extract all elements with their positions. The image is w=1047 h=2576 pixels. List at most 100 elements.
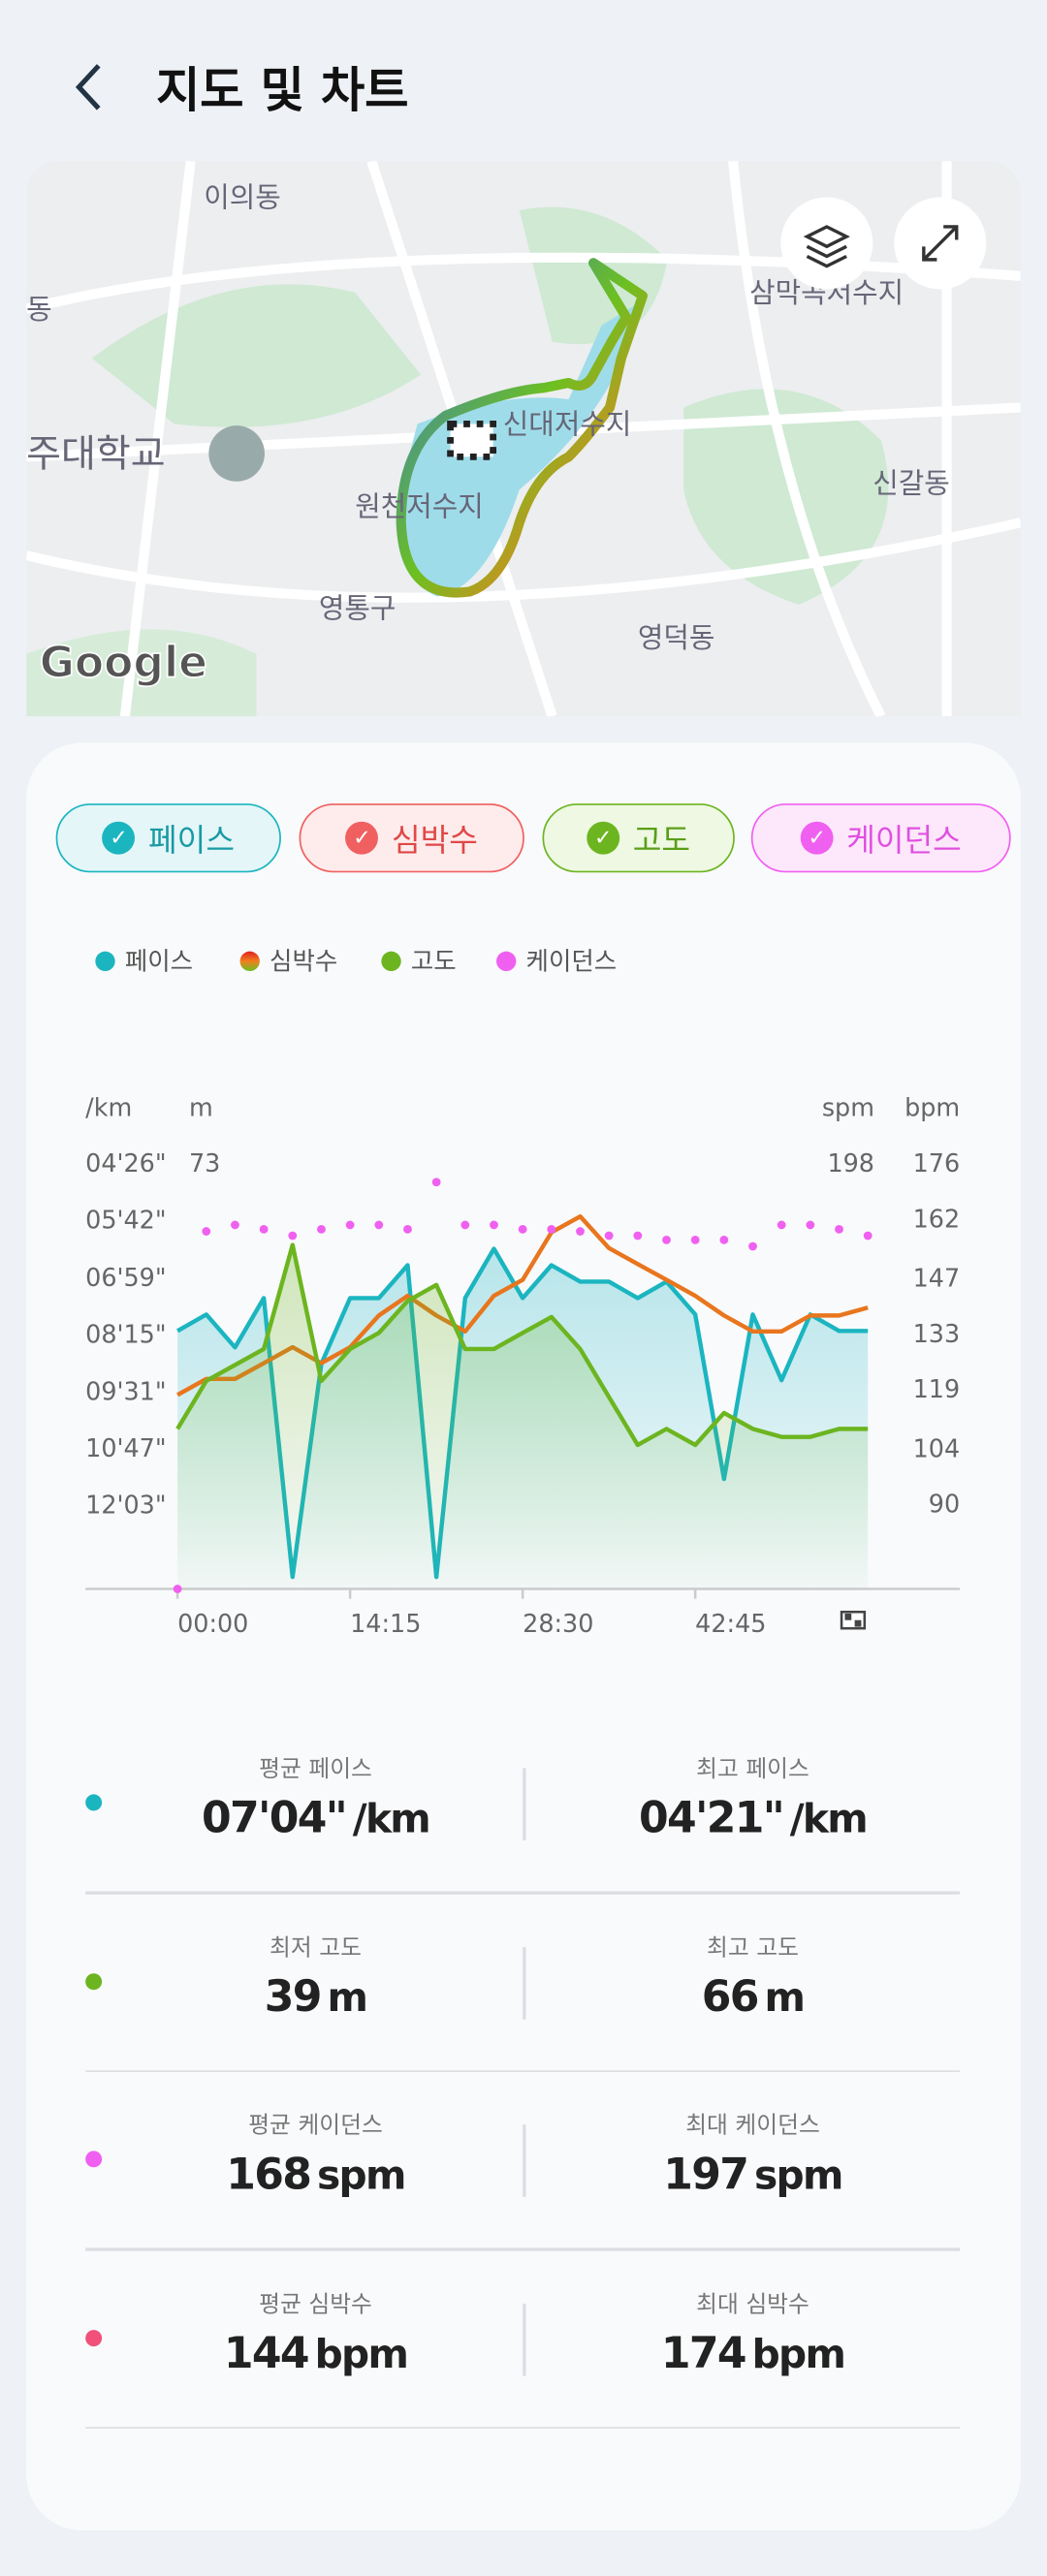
cadence-point	[288, 1231, 298, 1241]
stat-number: 174	[660, 2329, 747, 2379]
divider	[523, 1946, 525, 2019]
series-area	[177, 1244, 869, 1589]
map-attribution: Google	[40, 639, 207, 688]
stat: 최저 고도 39 m	[118, 1930, 513, 2022]
filter-chip[interactable]: ✓ 심박수	[299, 803, 524, 873]
chip-label: 고도	[632, 822, 691, 859]
stat-label: 최저 고도	[270, 1934, 362, 1962]
back-button[interactable]	[66, 59, 115, 115]
cadence-point	[518, 1224, 527, 1234]
legend-item: 고도	[381, 943, 457, 978]
stat: 최고 페이스 04'21"/km	[555, 1751, 950, 1843]
stat-value: 197 spm	[555, 2151, 950, 2200]
stat-unit: m	[764, 1974, 806, 2021]
chip-label: 페이스	[148, 822, 235, 859]
stat: 최대 케이던스 197 spm	[555, 2108, 950, 2200]
chip-label: 케이던스	[846, 822, 962, 859]
cadence-point	[431, 1178, 441, 1187]
stat-number: 39	[264, 1972, 323, 2023]
divider	[523, 1768, 525, 1840]
map[interactable]: 이의동 삼막곡저수지 주대학교 신대저수지 원천저수지 신갈동 영통구 영덕동 …	[26, 161, 1021, 717]
x-tick-label: 28:30	[523, 1609, 593, 1638]
axis-unit: /km	[85, 1092, 132, 1121]
map-label: 동	[26, 293, 52, 326]
y-tick-label: 06'59"	[85, 1263, 166, 1292]
series-line	[175, 1242, 869, 1448]
stat-unit: /km	[352, 1796, 431, 1842]
stat-value: 39 m	[118, 1972, 513, 2022]
cadence-point	[202, 1227, 211, 1236]
stat-label: 최고 페이스	[696, 1756, 809, 1783]
chip-label: 심박수	[391, 822, 478, 859]
legend-item: 케이던스	[496, 943, 617, 978]
cadence-point	[748, 1241, 757, 1251]
map-label: 신갈동	[872, 467, 950, 500]
legend-label: 페이스	[124, 946, 194, 977]
stat-value: 66 m	[555, 1972, 950, 2022]
axis-unit: spm	[822, 1092, 874, 1121]
map-label: 주대학교	[26, 433, 165, 477]
stat-unit: /km	[789, 1796, 869, 1842]
x-tick-label: 42:45	[695, 1609, 766, 1638]
stat-unit: m	[327, 1974, 368, 2021]
legend-label: 심박수	[270, 946, 338, 977]
cadence-point	[460, 1220, 470, 1230]
cadence-point	[806, 1220, 815, 1230]
stat: 최고 고도 66 m	[555, 1930, 950, 2022]
filter-chip[interactable]: ✓ 케이던스	[750, 803, 1011, 873]
stat-dot	[85, 2329, 103, 2346]
map-label: 영통구	[319, 591, 397, 624]
stat-unit: spm	[754, 2152, 843, 2199]
stat-dot	[85, 2151, 103, 2168]
stat-number: 197	[663, 2151, 749, 2201]
y-tick-label: 73	[189, 1148, 220, 1178]
cadence-point	[317, 1224, 326, 1234]
stat-number: 168	[226, 2151, 312, 2201]
stat: 평균 케이던스 168 spm	[118, 2108, 513, 2200]
divider	[85, 2069, 961, 2072]
y-tick-label: 09'31"	[85, 1376, 166, 1405]
cadence-point	[547, 1224, 556, 1234]
stat-label: 평균 페이스	[259, 1756, 372, 1783]
divider	[523, 2124, 525, 2197]
cadence-point	[374, 1220, 384, 1230]
cadence-point	[403, 1224, 412, 1234]
cadence-point	[719, 1235, 729, 1244]
filter-chip[interactable]: ✓ 페이스	[55, 803, 281, 873]
cadence-point	[690, 1235, 700, 1244]
stat-value: 07'04"/km	[118, 1794, 513, 1843]
stat-value: 168 spm	[118, 2151, 513, 2200]
cadence-point	[345, 1220, 355, 1230]
stat-value: 04'21"/km	[555, 1794, 950, 1843]
stat-dot	[85, 1972, 103, 1990]
filter-chip[interactable]: ✓ 고도	[542, 803, 735, 873]
stat-label: 평균 케이던스	[248, 2113, 383, 2140]
stat-label: 최대 케이던스	[685, 2113, 820, 2140]
legend-item: 페이스	[95, 943, 193, 978]
cadence-point	[259, 1224, 269, 1234]
layers-button[interactable]	[780, 197, 873, 290]
stat-unit: bpm	[751, 2330, 846, 2377]
y-tick-label: 12'03"	[85, 1491, 166, 1520]
stat-dot	[85, 1794, 103, 1811]
y-tick-label: 04'26"	[85, 1148, 166, 1178]
axis-unit: m	[189, 1092, 213, 1121]
stat-value: 144 bpm	[118, 2329, 513, 2378]
stat-number: 66	[701, 1972, 760, 2023]
y-tick-label: 10'47"	[85, 1433, 166, 1462]
cadence-point	[173, 1585, 182, 1593]
stat-label: 평균 심박수	[259, 2291, 372, 2318]
cadence-point	[604, 1231, 614, 1241]
cadence-point	[490, 1220, 498, 1230]
stat: 평균 페이스 07'04"/km	[118, 1751, 513, 1843]
axis-unit: bpm	[904, 1092, 960, 1121]
chart-card	[26, 742, 1021, 2530]
stat-number: 07'04"	[202, 1794, 348, 1844]
divider	[85, 2426, 961, 2429]
stat: 최대 심박수 174 bpm	[555, 2286, 950, 2378]
stat-unit: bpm	[314, 2330, 409, 2377]
y-tick-label: 05'42"	[85, 1206, 166, 1235]
y-tick-label: 08'15"	[85, 1320, 166, 1349]
y-tick-label: 198	[827, 1148, 874, 1178]
